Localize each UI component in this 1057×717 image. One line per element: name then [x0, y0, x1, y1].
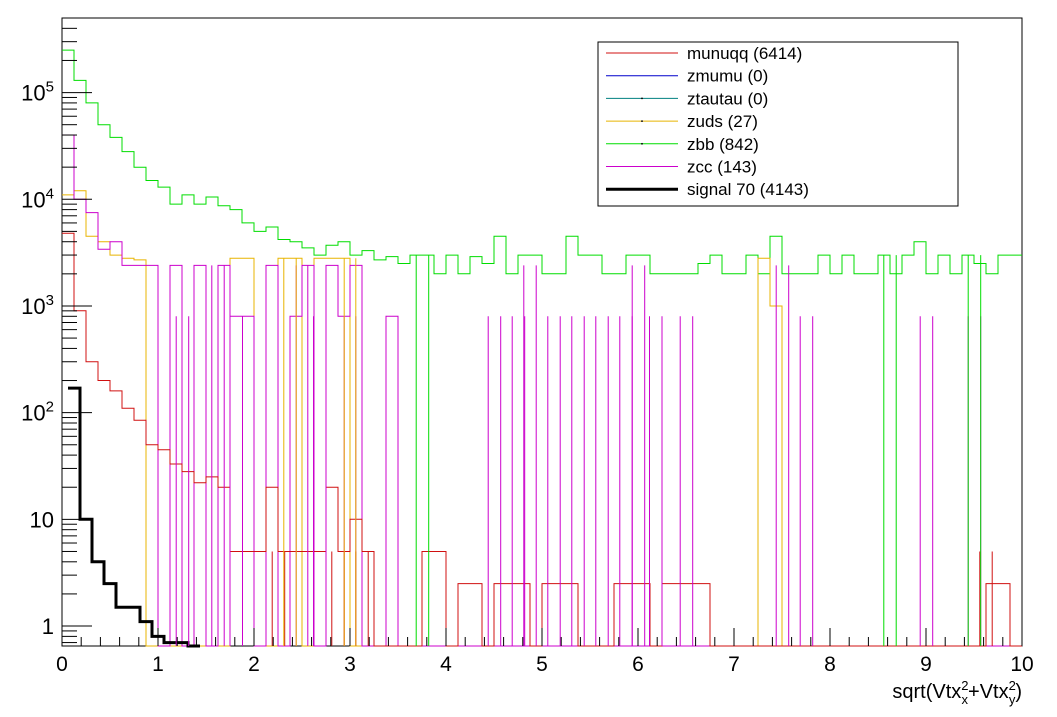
legend-label: zcc (143) [687, 158, 757, 177]
y-tick-label: 1 [42, 614, 54, 639]
x-axis-label: sqrt(Vtx2 x+Vtx2 y) [892, 678, 1022, 707]
legend: munuqq (6414) zmumu (0) ztautau (0) zuds (2… [597, 41, 959, 207]
legend-label: signal 70 (4143) [687, 180, 809, 199]
x-tick-label: 6 [632, 653, 644, 676]
legend-box [597, 41, 959, 207]
legend-label: munuqq (6414) [687, 44, 802, 63]
x-tick-label: 7 [728, 653, 740, 676]
legend-label: zbb (842) [687, 135, 759, 154]
legend-label: zuds (27) [687, 112, 758, 131]
legend-marker-dot [641, 97, 643, 100]
x-tick-label: 10 [1010, 653, 1033, 676]
legend-label: zmumu (0) [687, 67, 768, 86]
x-tick-label: 2 [248, 653, 260, 676]
series-line-zbb [62, 49, 1022, 275]
x-tick-label: 3 [344, 653, 356, 676]
series-line-munuqq [62, 232, 1022, 647]
y-tick-label: 10 [30, 507, 54, 532]
legend-label: ztautau (0) [687, 89, 768, 108]
legend-entries: munuqq (6414) zmumu (0) ztautau (0) zuds (2… [606, 44, 809, 199]
x-tick-label: 9 [920, 653, 932, 676]
series-line-signal [68, 386, 200, 648]
y-tick-label: 104 [21, 185, 54, 212]
x-tick-label: 8 [824, 653, 836, 676]
y-tick-label: 105 [21, 79, 54, 106]
series-layer [62, 49, 1022, 648]
x-tick-label: 1 [152, 653, 164, 676]
y-tick-label: 102 [21, 399, 54, 426]
y-tick-label: 103 [21, 292, 54, 319]
x-tick-label: 5 [536, 653, 548, 676]
x-tick-label: 0 [56, 653, 68, 676]
legend-marker-dot [641, 142, 643, 145]
legend-marker-dot [641, 120, 643, 122]
x-tick-label: 4 [440, 653, 452, 676]
